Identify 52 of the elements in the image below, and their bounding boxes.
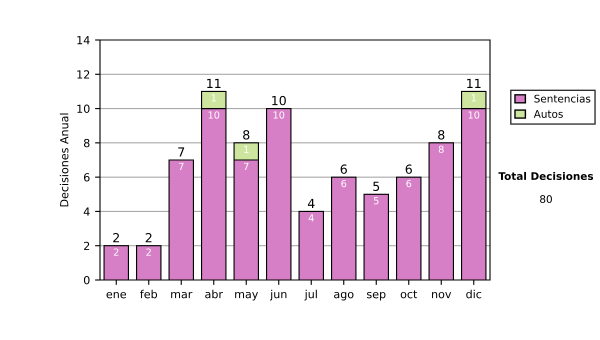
data-label: 10 xyxy=(468,111,480,119)
data-label: 8 xyxy=(438,146,444,153)
x-tick-label: nov xyxy=(432,292,452,298)
data-label: 4 xyxy=(308,214,314,222)
x-tick-label: sep xyxy=(367,292,386,300)
y-tick-label: 6 xyxy=(84,173,90,182)
data-label: 1 xyxy=(244,146,248,153)
data-label: 10 xyxy=(208,111,220,119)
text: 80 xyxy=(540,195,552,204)
total-label: 2 xyxy=(146,232,152,242)
total-label: 8 xyxy=(243,130,250,140)
total-label: 8 xyxy=(438,130,444,140)
total-label: 2 xyxy=(113,232,119,242)
legend-label: Autos xyxy=(534,110,563,118)
text: Total Decisiones xyxy=(498,172,594,180)
x-tick-label: dic xyxy=(466,290,482,298)
legend-label: Sentencias xyxy=(534,94,590,103)
x-tick-label: feb xyxy=(140,290,158,298)
y-tick-label: 4 xyxy=(84,208,90,216)
data-label: 6 xyxy=(406,180,412,188)
data-label: 7 xyxy=(244,162,249,170)
data-label: 10 xyxy=(274,111,284,119)
total-label: 7 xyxy=(178,147,184,157)
y-tick-label: 2 xyxy=(84,242,90,250)
y-tick-label: 0 xyxy=(84,276,90,284)
x-tick-label: ene xyxy=(106,292,126,298)
x-tick-label: may xyxy=(235,292,258,300)
x-tick-label: ago xyxy=(334,292,354,300)
total-label: 4 xyxy=(308,198,315,208)
data-label: 1 xyxy=(472,94,476,102)
y-tick-label: 10 xyxy=(77,104,90,113)
total-label: 6 xyxy=(406,164,412,174)
total-label: 11 xyxy=(207,78,221,88)
y-tick-label: 14 xyxy=(77,36,90,44)
total-label: 10 xyxy=(272,96,286,106)
y-tick-label: 12 xyxy=(77,70,90,79)
total-label: 11 xyxy=(467,78,481,88)
y-tick-label: 8 xyxy=(84,138,90,148)
x-tick-label: jun xyxy=(270,290,286,300)
x-tick-label: abr xyxy=(205,290,223,298)
x-tick-label: jul xyxy=(304,290,317,300)
y-axis-title: Decisiones Anual xyxy=(60,114,68,206)
data-label: 2 xyxy=(146,248,151,256)
data-label: 7 xyxy=(178,162,184,170)
x-tick-label: oct xyxy=(400,290,418,298)
x-tick-label: mar xyxy=(171,292,192,298)
data-label: 5 xyxy=(374,197,378,204)
total-label: 6 xyxy=(340,164,347,174)
data-label: 2 xyxy=(114,248,118,256)
data-label: 1 xyxy=(212,94,216,102)
total-label: 5 xyxy=(373,182,380,192)
data-label: 6 xyxy=(341,180,346,188)
